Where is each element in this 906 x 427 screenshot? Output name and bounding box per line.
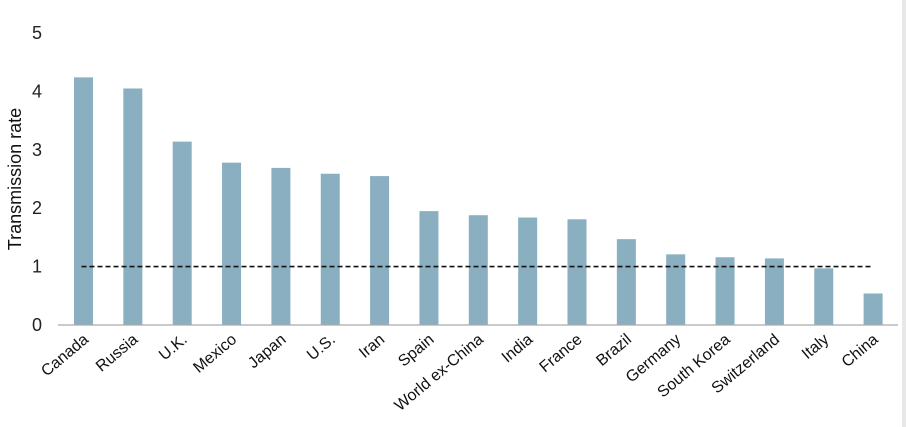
y-tick-label: 1	[32, 257, 42, 277]
y-tick-label: 3	[32, 140, 42, 160]
bar-world-ex-china	[468, 215, 488, 325]
bar-canada	[74, 77, 93, 325]
y-tick-label: 2	[32, 198, 42, 218]
bar-germany	[666, 254, 686, 325]
bar-italy	[814, 268, 834, 325]
bar-russia	[123, 88, 143, 325]
bar-mexico	[222, 162, 242, 325]
x-tick-label: Russia	[93, 331, 141, 376]
bar-iran	[370, 176, 390, 325]
bar-switzerland	[764, 258, 784, 325]
bar-u-s-	[320, 173, 340, 325]
x-tick-label: Mexico	[190, 331, 240, 377]
y-tick-label: 0	[32, 315, 42, 335]
bar-u-k-	[172, 141, 192, 325]
x-tick-label: U.K.	[156, 331, 191, 364]
bar-spain	[419, 211, 439, 325]
bar-china	[863, 293, 883, 325]
x-tick-label: U.S.	[304, 331, 339, 364]
x-tick-label: Iran	[356, 331, 388, 362]
x-tick-label: Italy	[799, 331, 832, 363]
x-tick-label: Brazil	[593, 331, 635, 370]
bar-india	[518, 217, 538, 325]
x-tick-label: France	[536, 331, 585, 376]
bar-brazil	[616, 239, 636, 325]
y-axis-label: Transmission rate	[5, 108, 25, 250]
y-tick-label: 5	[32, 23, 42, 43]
bar-south-korea	[715, 257, 735, 325]
x-tick-label: Japan	[245, 331, 289, 372]
x-tick-label: China	[839, 331, 882, 371]
scrollbar-edge	[902, 0, 906, 427]
x-tick-label: India	[499, 331, 537, 366]
x-tick-label: Spain	[395, 331, 437, 370]
x-tick-label: Canada	[38, 331, 92, 380]
bar-france	[567, 219, 587, 325]
bar-japan	[271, 167, 291, 325]
y-tick-label: 4	[32, 81, 42, 101]
x-tick-label: World ex-China	[392, 331, 487, 415]
